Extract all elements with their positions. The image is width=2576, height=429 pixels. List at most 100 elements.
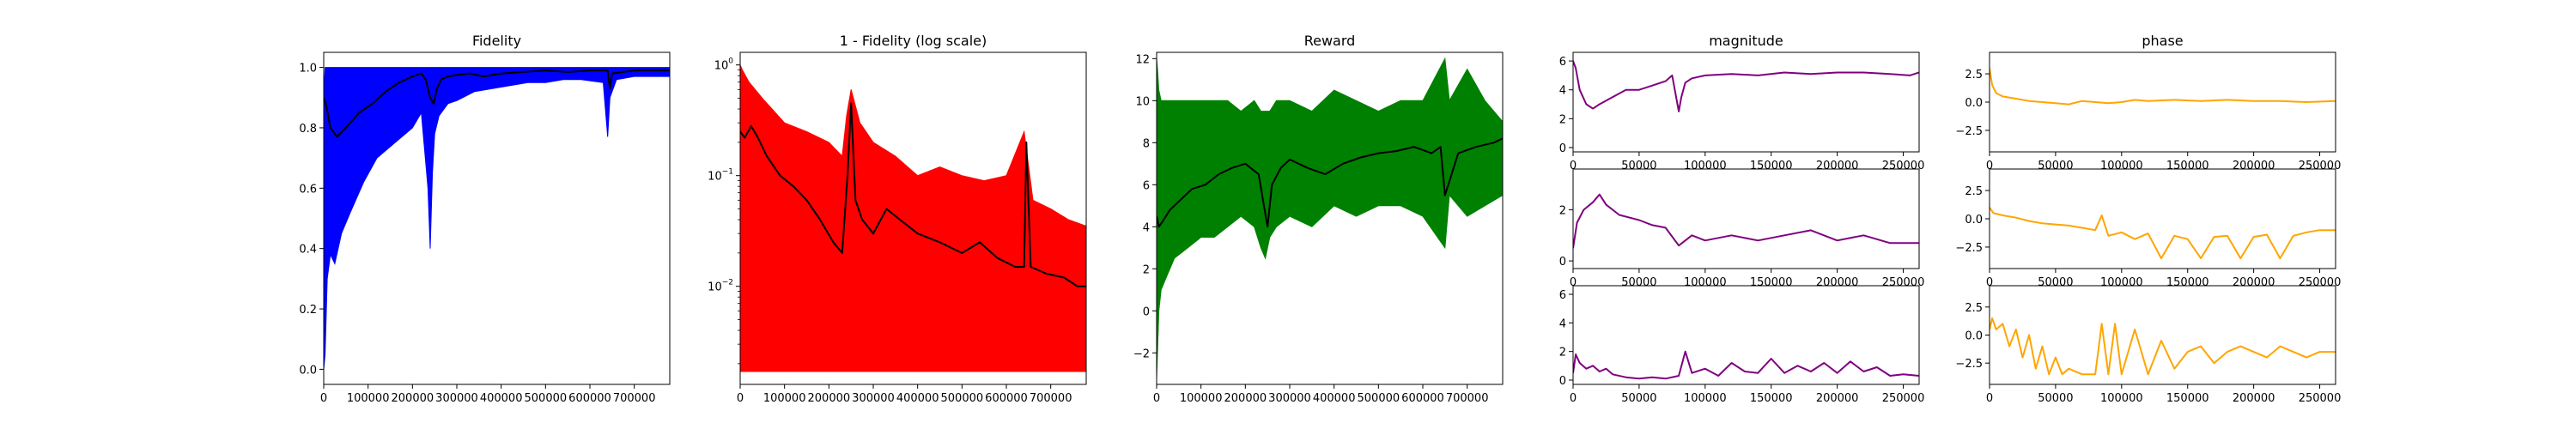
- subplot-1: 0 100000 200000 300000 400000 500000 600000 700…: [299, 33, 671, 405]
- series-raw-band: [1157, 57, 1503, 378]
- x-tick-label: 50000: [2038, 276, 2073, 289]
- x-tick-label: 300000: [1268, 392, 1311, 405]
- plot-area: [1157, 57, 1503, 378]
- x-tick-label: 250000: [2299, 160, 2342, 172]
- subplot-3: 0 100000 200000 300000 400000 500000 600000 700…: [1133, 33, 1504, 405]
- series-smoothed-line: [324, 69, 670, 138]
- plot-area: [1573, 60, 1919, 112]
- x-tick-label: 200000: [1816, 160, 1859, 172]
- y-tick-label: 100: [714, 57, 734, 73]
- x-tick-label: 150000: [2166, 392, 2209, 405]
- y-tick-label: 1.0: [299, 63, 317, 76]
- x-tick-label: 100000: [2100, 392, 2143, 405]
- y-tick-label: 0.0: [299, 364, 317, 377]
- x-tick-label: 0: [320, 392, 327, 405]
- subplot-title: 1 - Fidelity (log scale): [840, 33, 987, 49]
- axes-frame: [1572, 168, 1920, 269]
- x-tick-label: 200000: [392, 392, 434, 405]
- x-tick-label: 150000: [2166, 160, 2209, 172]
- x-tick-label: 600000: [1401, 392, 1444, 405]
- plot-area: [740, 64, 1086, 372]
- x-tick-label: 150000: [1750, 160, 1793, 172]
- axes-frame: [1572, 51, 1920, 153]
- x-tick-label: 200000: [1816, 392, 1859, 405]
- y-tick-label: 6: [1143, 179, 1150, 192]
- series-smoothed-line: [1157, 137, 1503, 228]
- series-line-1: [1990, 207, 2336, 260]
- x-tick-label: 250000: [1882, 276, 1925, 289]
- subplot-7: 0 50000 100000 150000 200000 250000 −2.5 0.0 2.5…: [1955, 33, 2341, 172]
- series-line-1: [1573, 350, 1919, 380]
- subplot-title: Fidelity: [472, 33, 521, 49]
- x-tick-label: 100000: [1684, 160, 1727, 172]
- y-tick-label: 4: [1559, 317, 1566, 330]
- y-tick-label: 0: [1559, 142, 1566, 155]
- x-tick-label: 200000: [1224, 392, 1267, 405]
- subplot-4: 0 50000 100000 150000 200000 250000 0 2 4 6 magnit…: [1559, 33, 1925, 172]
- plot-area: [1990, 68, 2336, 106]
- x-tick-label: 100000: [1180, 392, 1223, 405]
- y-tick-label: −2.5: [1955, 242, 1983, 255]
- series-raw-band: [324, 67, 670, 370]
- y-tick-label: 0: [1143, 305, 1150, 318]
- y-tick-label: 0.6: [299, 183, 317, 196]
- x-tick-label: 400000: [480, 392, 523, 405]
- subplot-6: 0 50000 100000 150000 200000 250000 0 2 4 6: [1559, 285, 1924, 405]
- plot-area: [324, 67, 670, 370]
- x-tick-label: 300000: [435, 392, 478, 405]
- x-tick-label: 50000: [1621, 276, 1656, 289]
- x-tick-label: 400000: [1313, 392, 1356, 405]
- plot-area: [1990, 207, 2336, 260]
- y-tick-label: 2.5: [1965, 302, 1983, 315]
- x-tick-label: 700000: [613, 392, 656, 405]
- y-tick-label: 10−1: [708, 168, 733, 184]
- y-tick-label: 10: [1135, 95, 1150, 108]
- plot-area: [1990, 317, 2336, 376]
- y-tick-label: 2.5: [1965, 185, 1983, 198]
- x-tick-label: 0: [1986, 392, 1993, 405]
- x-tick-label: 600000: [568, 392, 611, 405]
- plot-area: [1573, 350, 1919, 380]
- x-tick-label: 50000: [2038, 392, 2073, 405]
- axes-frame: [1572, 285, 1920, 385]
- x-tick-label: 100000: [1684, 392, 1727, 405]
- y-tick-label: 8: [1143, 137, 1150, 150]
- x-tick-label: 0: [1986, 160, 1993, 172]
- axes-frame: [739, 51, 1087, 385]
- x-tick-label: 250000: [1882, 160, 1925, 172]
- subplot-2: 0 100000 200000 300000 400000 500000 600000 700…: [708, 33, 1087, 405]
- axes-frame: [1156, 51, 1504, 385]
- x-tick-label: 700000: [1446, 392, 1489, 405]
- x-tick-label: 500000: [941, 392, 984, 405]
- y-tick-label: 12: [1135, 53, 1150, 66]
- x-tick-label: 150000: [1750, 276, 1793, 289]
- x-tick-label: 400000: [896, 392, 939, 405]
- y-tick-label: 6: [1559, 289, 1566, 302]
- y-tick-label: 2: [1559, 205, 1566, 218]
- x-tick-label: 100000: [2100, 160, 2143, 172]
- y-tick-label: 4: [1559, 85, 1566, 98]
- x-tick-label: 50000: [2038, 160, 2073, 172]
- y-tick-label: 2.5: [1965, 69, 1983, 82]
- x-tick-label: 100000: [1684, 276, 1727, 289]
- y-tick-label: 10−2: [708, 279, 733, 294]
- y-tick-label: 0.0: [1965, 97, 1983, 110]
- x-tick-label: 0: [1570, 276, 1577, 289]
- x-tick-label: 200000: [1816, 276, 1859, 289]
- y-tick-label: −2.5: [1955, 358, 1983, 371]
- x-tick-label: 200000: [2233, 160, 2275, 172]
- x-tick-label: 100000: [347, 392, 390, 405]
- x-tick-label: 600000: [985, 392, 1028, 405]
- y-tick-label: 4: [1143, 221, 1150, 234]
- x-tick-label: 300000: [852, 392, 895, 405]
- x-tick-label: 200000: [2233, 392, 2275, 405]
- subplot-5: 0 50000 100000 150000 200000 250000 0 2: [1559, 168, 1925, 289]
- y-tick-label: 0.0: [1965, 330, 1983, 343]
- x-tick-label: 250000: [2299, 276, 2342, 289]
- subplot-title: magnitude: [1709, 33, 1783, 49]
- y-tick-label: 0.0: [1965, 214, 1983, 227]
- series-line-1: [1990, 68, 2336, 106]
- x-tick-label: 200000: [2233, 276, 2275, 289]
- x-tick-label: 0: [1570, 392, 1577, 405]
